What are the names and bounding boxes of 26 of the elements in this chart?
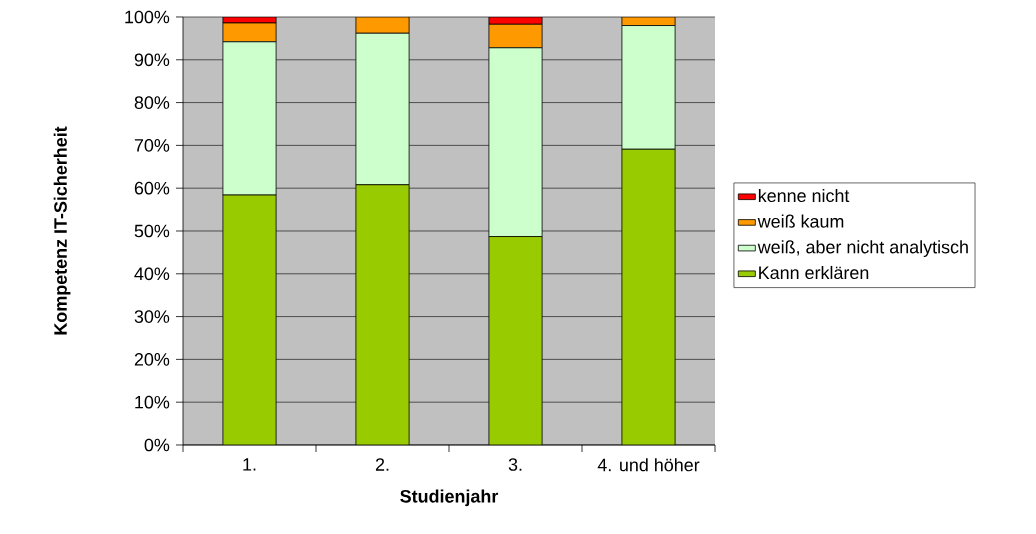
- x-axis-title: Studienjahr: [400, 489, 499, 507]
- legend-label: kenne nicht: [758, 188, 850, 203]
- legend-label: weiß kaum: [757, 214, 844, 228]
- y-tick-label: 60%: [134, 181, 170, 195]
- y-tick-label: 100%: [125, 10, 170, 24]
- y-tick-label: 90%: [134, 53, 170, 67]
- y-tick-label: 0%: [144, 438, 170, 452]
- x-tick-label: 3.: [508, 458, 522, 471]
- y-tick-label: 40%: [134, 267, 170, 281]
- bar: [222, 195, 277, 445]
- y-axis-title: Kompetenz IT-Sicherheit: [53, 126, 71, 335]
- y-tick-label: 10%: [135, 395, 170, 409]
- bar: [355, 184, 410, 445]
- legend-label: weiß, aber nicht analytisch: [757, 240, 968, 257]
- y-tick-label: 80%: [134, 96, 170, 109]
- y-tick-label: 30%: [134, 310, 170, 323]
- y-tick-label: 20%: [134, 353, 170, 366]
- x-tick-label: 4. und höher: [597, 458, 700, 472]
- y-tick-label: 50%: [134, 224, 170, 238]
- x-tick-label: 1.: [243, 458, 256, 471]
- y-tick-label: 70%: [134, 139, 170, 152]
- x-tick-label: 2.: [375, 458, 389, 471]
- bar: [488, 236, 543, 445]
- bar: [488, 23, 543, 49]
- legend-label: Kann erklären: [759, 265, 869, 280]
- bar: [621, 148, 676, 445]
